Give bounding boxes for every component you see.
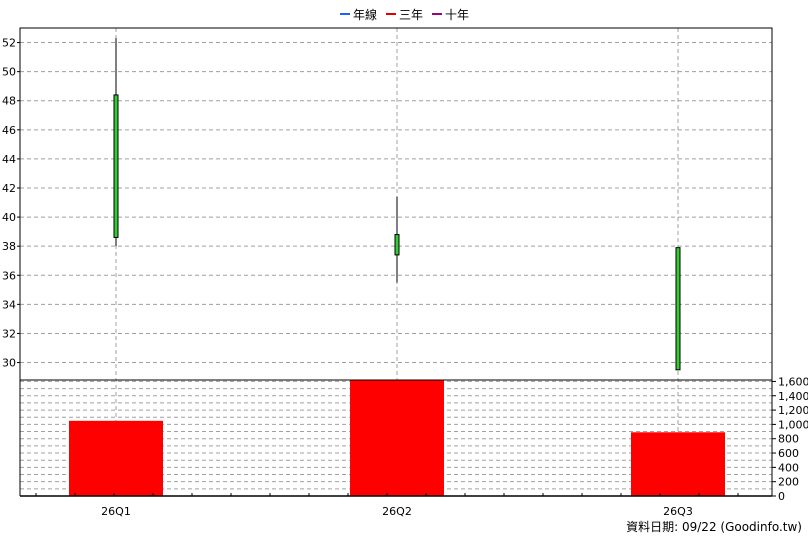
footer-source: 資料日期: 09/22 (Goodinfo.tw) [626,520,802,534]
price-tick-label: 46 [2,124,16,137]
price-tick-label: 32 [2,327,16,340]
price-tick-label: 30 [2,357,16,370]
candle-body-26Q3 [675,247,681,371]
volume-tick-label: 1,000 [778,418,808,431]
volume-bar-26Q1 [69,420,163,496]
volume-tick-label: 1,400 [778,390,808,403]
volume-tick-label: 1,600 [778,375,808,388]
price-tick-label: 48 [2,95,16,108]
volume-tick-label: 1,200 [778,404,808,417]
price-tick-label: 36 [2,269,16,282]
volume-bars [69,380,725,496]
candle-body-26Q1 [113,94,119,238]
volume-tick-label: 600 [778,447,799,460]
volume-bar-26Q2 [350,380,444,496]
price-tick-label: 42 [2,182,16,195]
x-tick-label: 26Q3 [663,505,693,518]
volume-tick-label: 400 [778,461,799,474]
price-tick-label: 44 [2,153,16,166]
x-axis: 26Q1 26Q2 26Q3 [35,493,739,518]
legend-label-0: 年線 [353,7,377,22]
price-panel-frame [19,27,773,381]
volume-tick-label: 800 [778,433,799,446]
price-tick-label: 34 [2,298,16,311]
price-tick-label: 40 [2,211,16,224]
x-tick-label: 26Q2 [382,505,412,518]
volume-tick-label: 0 [778,490,785,503]
volume-tick-label: 200 [778,476,799,489]
volume-bar-26Q3 [631,432,725,496]
x-tick-label: 26Q1 [101,505,131,518]
price-tick-label: 38 [2,240,16,253]
legend: 年線 三年 十年 [340,7,469,22]
price-y-axis: 30 32 34 36 38 40 42 44 46 48 50 52 [2,37,20,370]
price-tick-label: 52 [2,37,16,50]
legend-label-1: 三年 [399,8,423,22]
legend-label-2: 十年 [445,8,469,22]
price-tick-label: 50 [2,66,16,79]
candle-body-26Q2 [394,234,400,256]
candles [113,38,681,371]
